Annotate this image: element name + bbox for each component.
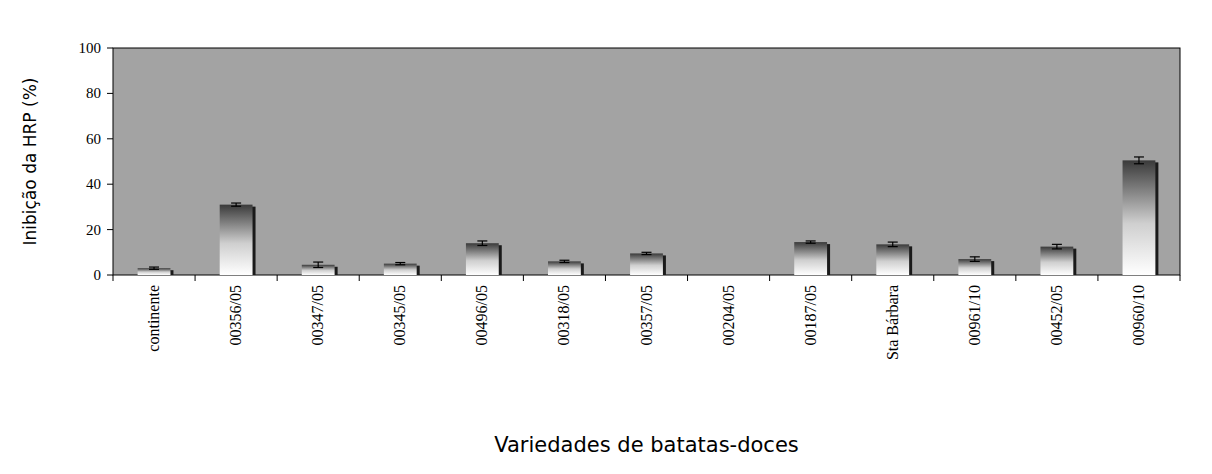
error-stem (892, 242, 893, 247)
x-tick (605, 275, 606, 281)
x-tick (359, 275, 360, 281)
error-cap (231, 202, 241, 203)
error-bar (149, 267, 159, 269)
error-cap (806, 240, 816, 241)
x-tick-label: 00204/05 (720, 285, 737, 345)
x-tick (1015, 275, 1016, 281)
bar (548, 261, 581, 275)
error-cap (642, 252, 652, 253)
x-tick-label: 00347/05 (309, 285, 326, 345)
y-tick-label: 40 (86, 176, 101, 192)
error-bar (231, 203, 241, 206)
y-tick (107, 229, 113, 230)
x-tick (769, 275, 770, 281)
x-tick (851, 275, 852, 281)
bar (138, 268, 171, 275)
error-cap (477, 245, 487, 246)
bar (712, 275, 745, 276)
x-tick-label: Sta Bárbara (884, 285, 901, 360)
x-tick-label: 00356/05 (227, 285, 244, 345)
x-tick (687, 275, 688, 281)
error-bar (559, 260, 569, 262)
bar (876, 244, 909, 275)
error-cap (559, 262, 569, 263)
y-tick (107, 275, 113, 276)
error-cap (231, 206, 241, 207)
x-tick (1180, 275, 1181, 281)
error-bar (970, 257, 980, 262)
y-tick (107, 138, 113, 139)
bar (384, 264, 417, 275)
error-cap (970, 261, 980, 262)
error-cap (149, 266, 159, 267)
x-tick-label: 00187/05 (802, 285, 819, 345)
x-tick-label: 00357/05 (638, 285, 655, 345)
y-tick (107, 48, 113, 49)
y-tick-label: 80 (86, 85, 101, 101)
error-bar (806, 241, 816, 243)
error-stem (1138, 157, 1139, 164)
error-stem (318, 262, 319, 267)
bar (1040, 247, 1073, 275)
error-bar (1134, 157, 1144, 164)
error-cap (395, 264, 405, 265)
error-cap (395, 262, 405, 263)
x-tick (277, 275, 278, 281)
x-tick (933, 275, 934, 281)
x-tick-label: 00318/05 (555, 285, 572, 345)
error-cap (559, 260, 569, 261)
x-tick-label: 00345/05 (391, 285, 408, 345)
x-tick (441, 275, 442, 281)
x-tick-label: 00496/05 (473, 285, 490, 345)
chart: 0 20 40 60 80 100 continente 00356/05 00347/05 00… (0, 0, 1212, 474)
error-bar (1052, 244, 1062, 249)
error-stem (482, 241, 483, 246)
error-bar (642, 252, 652, 254)
y-tick (107, 184, 113, 185)
error-cap (1052, 248, 1062, 249)
x-axis-title: Variedades de batatas-doces (494, 433, 799, 457)
x-tick-label: continente (145, 285, 162, 352)
x-tick-label: 00961/10 (966, 285, 983, 345)
error-cap (313, 267, 323, 268)
error-cap (970, 256, 980, 257)
x-tick (1097, 275, 1098, 281)
error-cap (477, 240, 487, 241)
error-cap (806, 243, 816, 244)
bar (630, 253, 663, 275)
error-cap (1134, 163, 1144, 164)
y-axis-title: Inibição da HRP (%) (20, 78, 40, 246)
error-bar (477, 241, 487, 246)
error-stem (1056, 244, 1057, 249)
x-tick (195, 275, 196, 281)
bar (466, 243, 499, 275)
error-cap (642, 254, 652, 255)
y-tick-label: 60 (86, 131, 101, 147)
error-cap (888, 241, 898, 242)
error-cap (888, 246, 898, 247)
bar (1123, 160, 1156, 275)
x-tick (113, 275, 114, 281)
y-tick (107, 93, 113, 94)
x-tick-label: 00960/10 (1130, 285, 1147, 345)
y-tick-label: 0 (94, 267, 102, 283)
error-bar (313, 262, 323, 267)
error-cap (313, 261, 323, 262)
error-stem (974, 257, 975, 262)
x-tick (523, 275, 524, 281)
error-bar (395, 263, 405, 265)
error-cap (149, 269, 159, 270)
bars (138, 157, 1159, 275)
y-tick-label: 100 (79, 40, 102, 56)
plot-area (113, 48, 1180, 275)
bar (794, 242, 827, 275)
bar (220, 205, 253, 275)
error-cap (1052, 244, 1062, 245)
x-tick-label: 00452/05 (1048, 285, 1065, 345)
y-tick-label: 20 (86, 222, 101, 238)
error-cap (1134, 156, 1144, 157)
bar (958, 259, 991, 275)
error-bar (888, 242, 898, 247)
